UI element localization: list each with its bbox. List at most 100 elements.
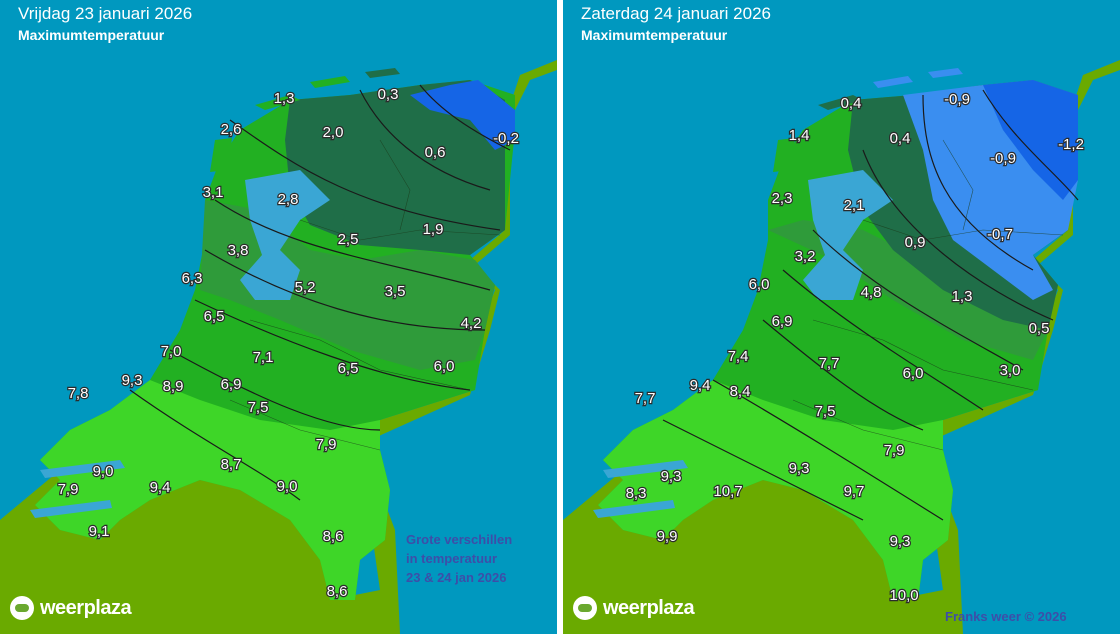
temp-label: 8,4 (730, 383, 751, 400)
temp-label: 1,9 (423, 221, 444, 238)
temp-label: 7,9 (58, 481, 79, 498)
temp-label: 0,4 (841, 95, 862, 112)
temp-label: 9,0 (93, 463, 114, 480)
note-line: in temperatuur (406, 551, 498, 566)
temp-label: 4,2 (461, 315, 482, 332)
note-line: 23 & 24 jan 2026 (406, 570, 507, 585)
isotherms (129, 84, 511, 501)
weerplaza-cloud-icon (573, 596, 597, 620)
temp-label: 5,2 (295, 279, 316, 296)
temp-label: 7,0 (161, 343, 182, 360)
temp-label: 2,1 (844, 197, 865, 214)
temp-label: 6,0 (434, 358, 455, 375)
island (365, 68, 400, 78)
temp-label: 9,1 (89, 523, 110, 540)
temp-label: 9,4 (150, 479, 171, 496)
channel (40, 460, 125, 478)
temp-label: 0,9 (905, 234, 926, 251)
province-borders (229, 139, 501, 451)
weerplaza-cloud-icon (10, 596, 34, 620)
temp-label: 0,4 (890, 130, 911, 147)
province-borders (792, 139, 1064, 451)
island (210, 138, 232, 172)
temp-label: 8,9 (163, 378, 184, 395)
channel (603, 460, 688, 478)
temp-label: 7,7 (819, 355, 840, 372)
temp-label: 9,3 (122, 372, 143, 389)
temp-label: -0,7 (987, 226, 1013, 243)
island (818, 95, 863, 110)
temp-label: 2,6 (221, 121, 242, 138)
island (310, 76, 350, 88)
temp-label: 6,0 (749, 276, 770, 293)
temperature-labels: 1,3 0,3 2,6 2,0 0,6 -0,2 3,1 2,8 1,9 3,8… (56, 85, 520, 601)
temp-label: -0,9 (944, 91, 970, 108)
date-title: Zaterdag 24 januari 2026 (581, 4, 771, 23)
temp-label: 2,8 (278, 191, 299, 208)
copyright-text: Franks weer © 2026 (945, 609, 1067, 624)
temp-label: 6,9 (772, 313, 793, 330)
date-title: Vrijdag 23 januari 2026 (18, 4, 193, 23)
temp-label: 6,9 (221, 376, 242, 393)
map-subtitle: Maximumtemperatuur (18, 27, 165, 43)
temp-label: 3,1 (203, 184, 224, 201)
annotation-note: Grote verschillen in temperatuur 23 & 24… (406, 530, 512, 587)
temp-label: 1,3 (952, 288, 973, 305)
temp-label: 9,3 (890, 533, 911, 550)
temp-label: 6,0 (903, 365, 924, 382)
logo-text: weerplaza (40, 596, 132, 619)
ijsselmeer (803, 170, 893, 300)
temp-label: 4,8 (861, 284, 882, 301)
temp-label: 7,7 (635, 390, 656, 407)
temp-label: 7,5 (815, 403, 836, 420)
temp-label: 1,3 (274, 90, 295, 107)
temp-label: 9,3 (789, 460, 810, 477)
temp-label: 2,3 (772, 190, 793, 207)
temp-label: 8,3 (626, 485, 647, 502)
temp-label: 8,7 (221, 456, 242, 473)
isotherms (662, 89, 1079, 521)
temp-label: 3,5 (385, 283, 406, 300)
channel (30, 500, 112, 518)
region-cold (285, 80, 505, 255)
note-line: Grote verschillen (406, 532, 513, 547)
channel (593, 500, 675, 518)
temperature-labels: 0,4 -0,9 1,4 0,4 -0,9 -1,2 2,3 2,1 0,9 -… (624, 90, 1085, 605)
temp-label: 7,9 (884, 442, 905, 459)
temp-label: -0,9 (990, 150, 1016, 167)
temp-label: 7,1 (253, 349, 274, 366)
temp-label: 10,7 (713, 483, 742, 500)
temp-label: 8,6 (323, 528, 344, 545)
map-subtitle: Maximumtemperatuur (581, 27, 728, 43)
temp-label: 9,3 (661, 468, 682, 485)
temp-label: 9,7 (844, 483, 865, 500)
temp-label: 7,4 (728, 348, 749, 365)
temp-label: 6,5 (204, 308, 225, 325)
temp-label: 9,9 (657, 528, 678, 545)
temp-label: 3,2 (795, 248, 816, 265)
temp-label: 3,8 (228, 242, 249, 259)
region-freezing (410, 80, 515, 150)
island (255, 95, 300, 110)
temp-label: 0,5 (1029, 320, 1050, 337)
temp-label: 0,6 (425, 144, 446, 161)
map-panel-friday: 1,3 0,3 2,6 2,0 0,6 -0,2 3,1 2,8 1,9 3,8… (0, 0, 557, 634)
temp-label: 3,0 (1000, 362, 1021, 379)
region-warm (598, 380, 953, 600)
logo-text: weerplaza (603, 596, 695, 619)
temp-label: 6,3 (182, 270, 203, 287)
island (928, 68, 963, 78)
weerplaza-logo: weerplaza (10, 596, 132, 620)
temp-label: 2,5 (338, 231, 359, 248)
temp-label: 9,0 (277, 478, 298, 495)
temp-label: 9,4 (690, 377, 711, 394)
region-warm (35, 380, 390, 600)
temp-label: 0,3 (378, 86, 399, 103)
temp-label: -0,2 (493, 130, 519, 147)
region-frost (983, 80, 1078, 200)
temp-label: 7,8 (68, 385, 89, 402)
weerplaza-logo: weerplaza (573, 596, 695, 620)
island (773, 138, 795, 172)
temp-label: 1,4 (789, 127, 810, 144)
temp-label: 7,5 (248, 399, 269, 416)
